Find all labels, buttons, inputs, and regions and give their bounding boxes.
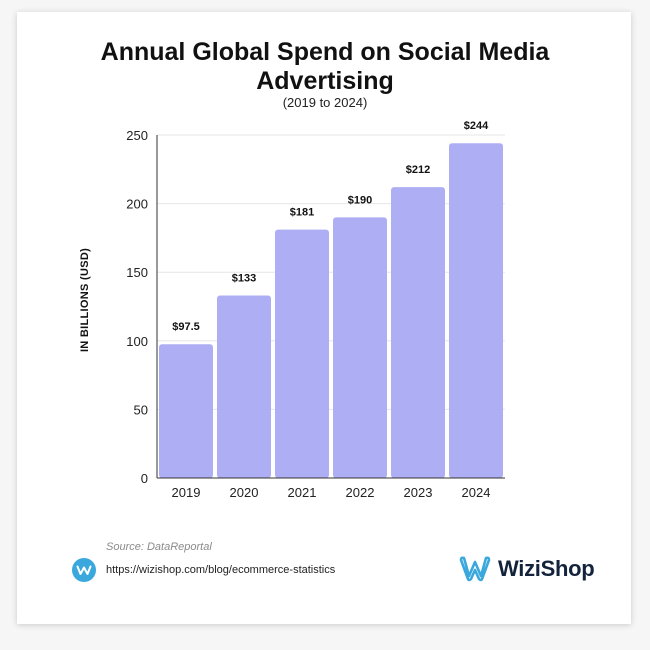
x-tick-label: 2021: [288, 485, 317, 500]
bar-2020: [217, 295, 271, 478]
brand-name: WiziShop: [498, 556, 595, 581]
wizishop-circle-icon: [72, 558, 96, 582]
y-axis-label: IN BILLIONS (USD): [79, 247, 91, 353]
x-tick-label: 2019: [172, 485, 201, 500]
bar-2022: [333, 217, 387, 478]
y-tick-label: 50: [134, 402, 148, 417]
bar-2021: [275, 229, 329, 478]
x-tick-label: 2020: [230, 485, 259, 500]
wizishop-logo: WiziShop: [458, 552, 595, 586]
y-tick-label: 150: [126, 265, 148, 280]
data-label: $97.5: [172, 321, 200, 333]
source-url[interactable]: https://wizishop.com/blog/ecommerce-stat…: [106, 564, 336, 576]
source-link[interactable]: https://wizishop.com/blog/ecommerce-stat…: [72, 557, 335, 583]
data-label: $190: [348, 194, 372, 206]
y-tick-label: 200: [126, 197, 148, 212]
chart-subtitle: (2019 to 2024): [282, 95, 368, 110]
chart-title-line-2: Advertising: [256, 67, 394, 95]
bar-2019: [159, 344, 213, 478]
data-label: $212: [406, 164, 430, 176]
x-tick-label: 2024: [462, 485, 491, 500]
bar-2023: [391, 187, 445, 479]
data-label: $133: [232, 273, 256, 285]
y-tick-label: 250: [126, 128, 148, 143]
wizishop-w-logo-icon: [459, 556, 491, 582]
x-tick-label: 2022: [346, 485, 375, 500]
source-note: Source: DataReportal: [106, 541, 212, 553]
y-tick-label: 100: [126, 334, 148, 349]
data-label: $244: [464, 120, 489, 132]
y-tick-label: 0: [141, 471, 148, 486]
chart-title: Annual Global Spend on Social Media Adve…: [0, 38, 650, 96]
chart-title-line-1: Annual Global Spend on Social Media: [100, 38, 550, 66]
bar-2024: [449, 143, 503, 478]
data-label: $181: [290, 207, 314, 219]
x-tick-label: 2023: [404, 485, 433, 500]
